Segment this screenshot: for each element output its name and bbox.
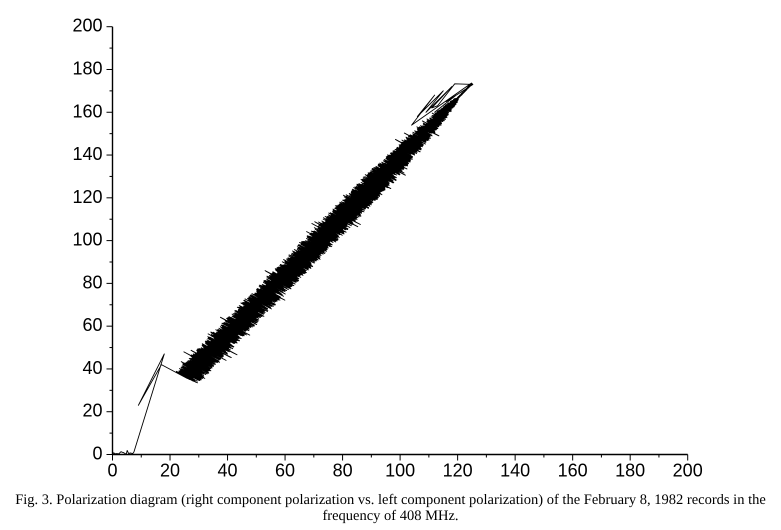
svg-text:180: 180 bbox=[615, 461, 645, 481]
svg-text:100: 100 bbox=[385, 461, 415, 481]
svg-text:180: 180 bbox=[72, 58, 102, 78]
svg-text:160: 160 bbox=[72, 101, 102, 121]
svg-text:80: 80 bbox=[82, 272, 102, 292]
svg-text:200: 200 bbox=[72, 16, 102, 36]
svg-text:20: 20 bbox=[160, 461, 180, 481]
svg-text:80: 80 bbox=[333, 461, 353, 481]
svg-text:200: 200 bbox=[673, 461, 703, 481]
svg-text:0: 0 bbox=[107, 461, 117, 481]
svg-text:0: 0 bbox=[92, 444, 102, 464]
svg-text:140: 140 bbox=[500, 461, 530, 481]
svg-text:40: 40 bbox=[82, 358, 102, 378]
svg-text:60: 60 bbox=[82, 315, 102, 335]
svg-text:140: 140 bbox=[72, 144, 102, 164]
svg-text:20: 20 bbox=[82, 401, 102, 421]
svg-text:60: 60 bbox=[275, 461, 295, 481]
svg-text:120: 120 bbox=[72, 187, 102, 207]
svg-text:160: 160 bbox=[558, 461, 588, 481]
svg-text:100: 100 bbox=[72, 230, 102, 250]
svg-text:40: 40 bbox=[218, 461, 238, 481]
svg-text:120: 120 bbox=[443, 461, 473, 481]
